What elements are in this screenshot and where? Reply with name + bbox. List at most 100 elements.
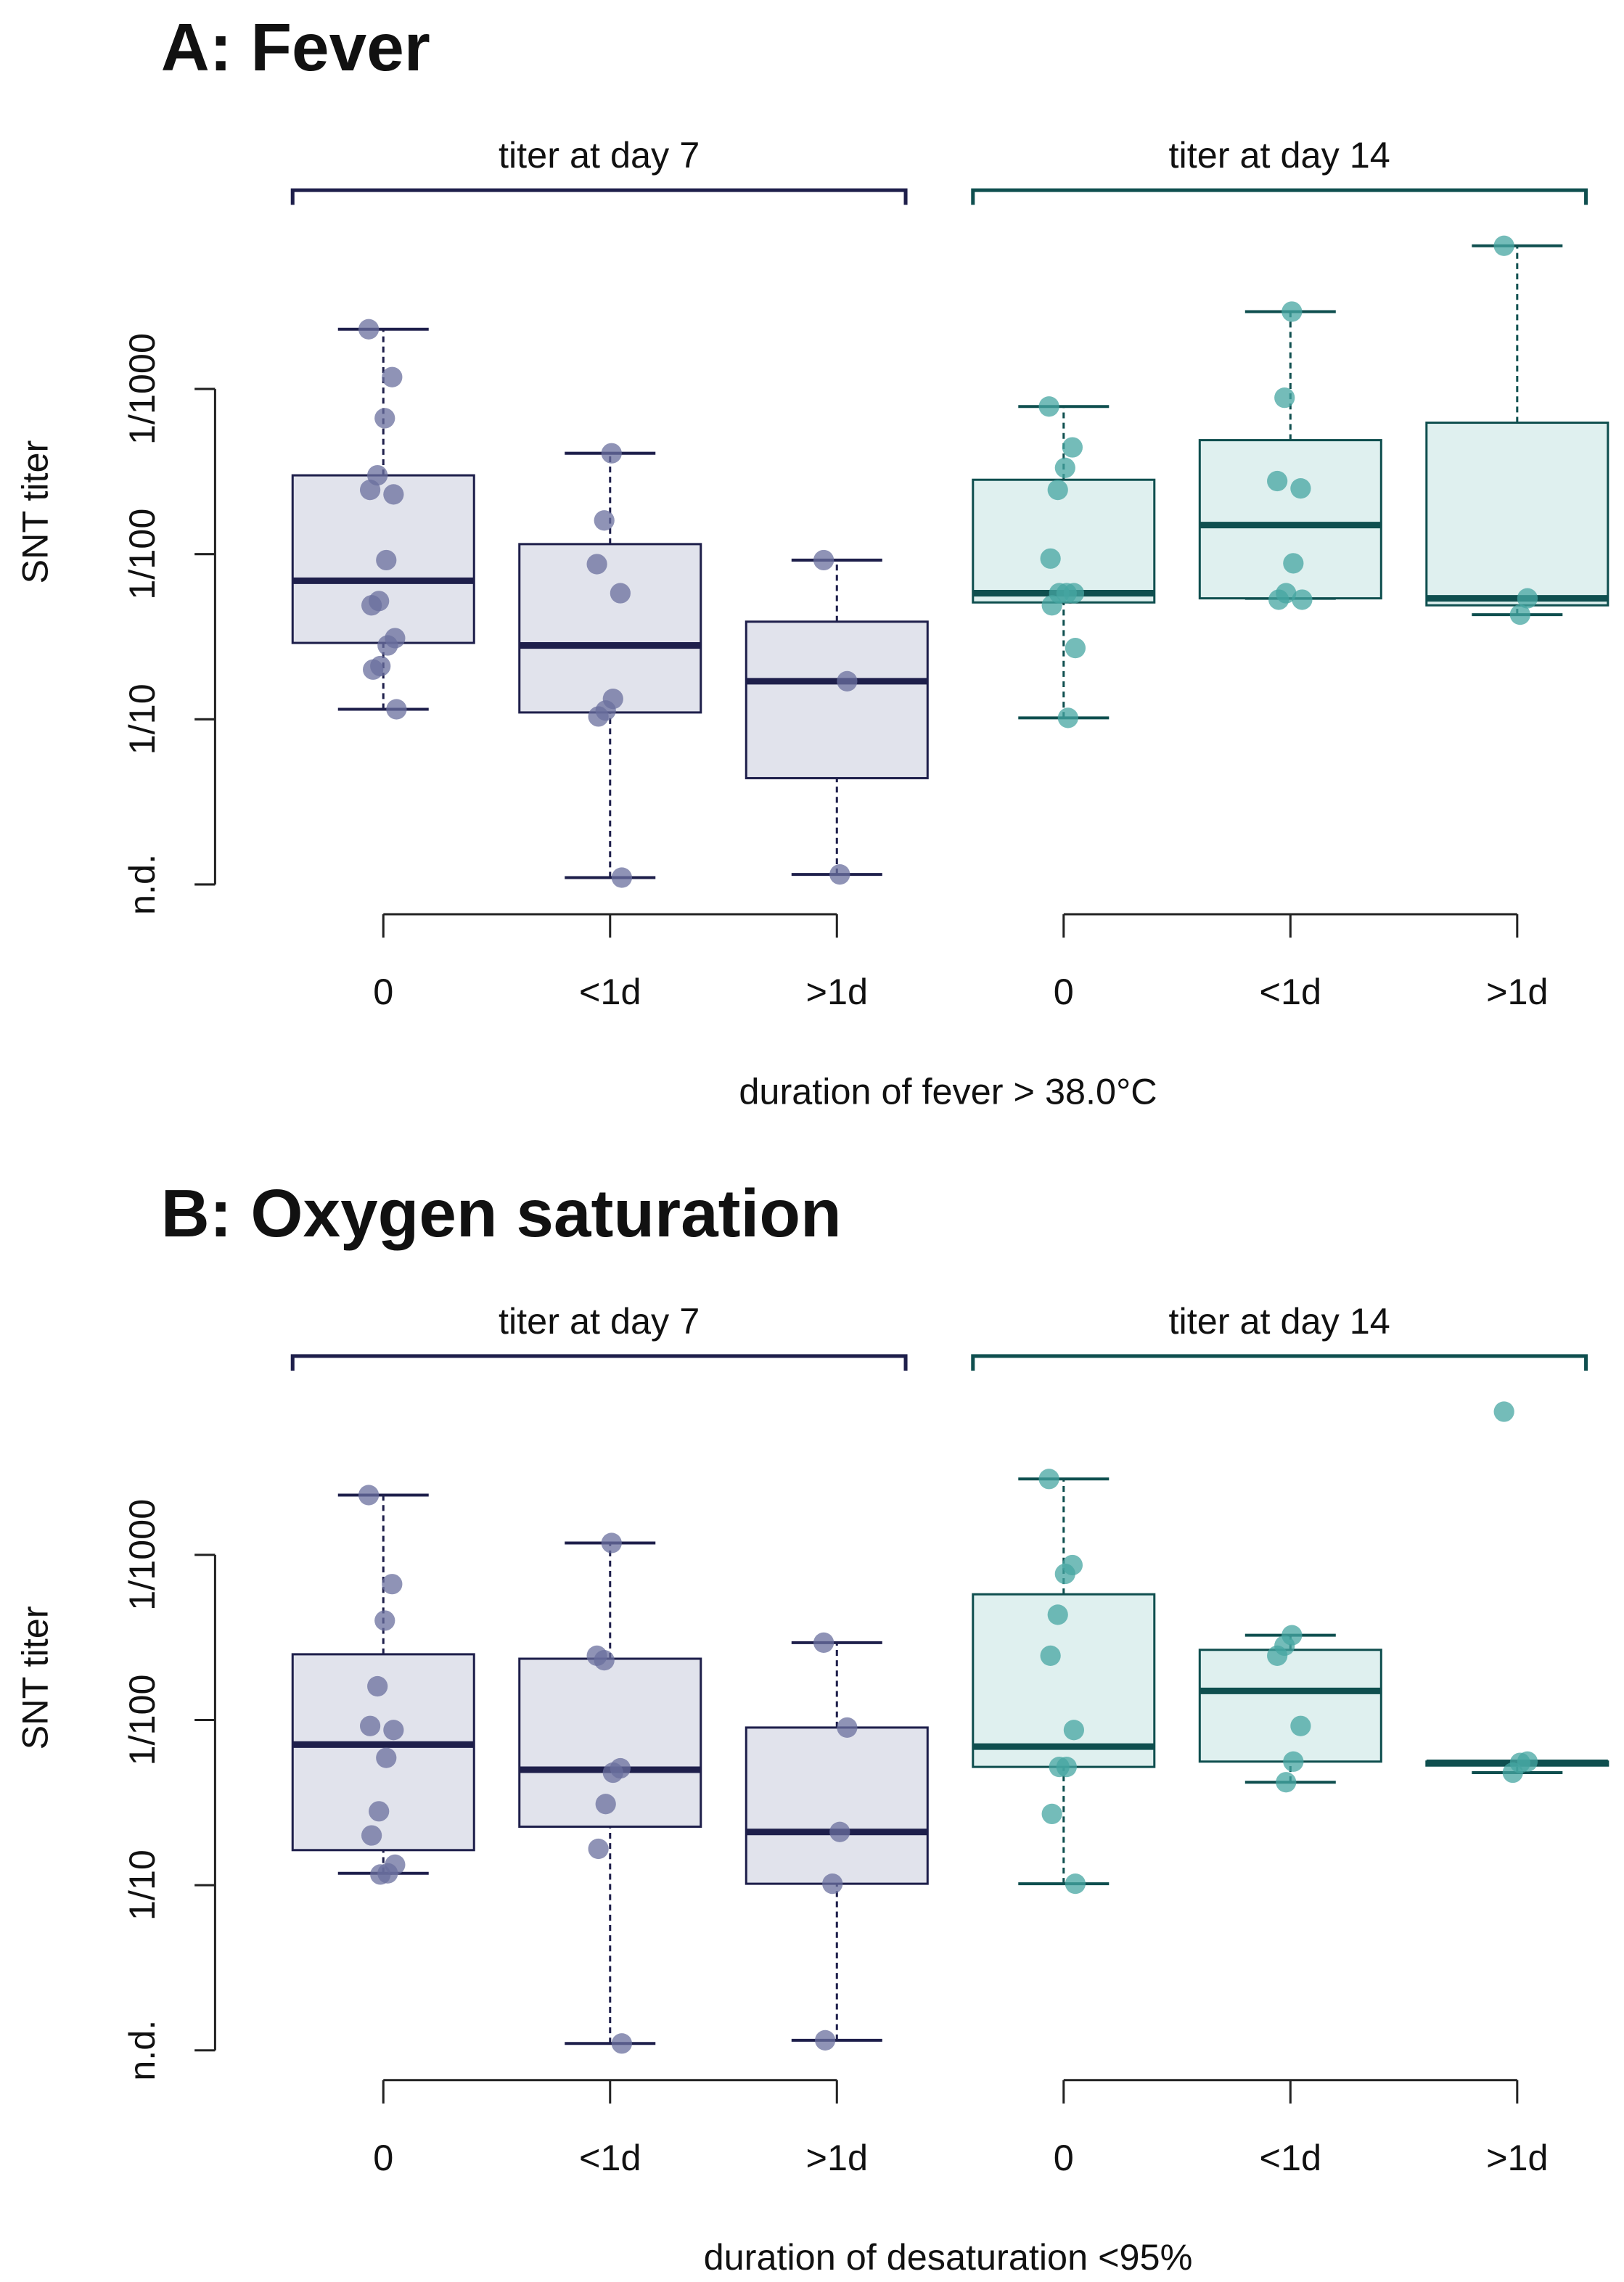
data-point (1290, 478, 1311, 499)
data-point (1054, 457, 1075, 478)
data-point (383, 484, 404, 505)
data-point (363, 659, 384, 680)
y-tick-label: 1/10 (121, 1850, 163, 1921)
series-label: titer at day 7 (499, 134, 700, 176)
data-point (361, 1825, 382, 1846)
data-point (358, 1485, 380, 1506)
data-point (374, 408, 395, 429)
box (745, 620, 929, 779)
box (518, 543, 702, 714)
series-label: titer at day 14 (1169, 1300, 1390, 1342)
data-point (1047, 1604, 1068, 1625)
data-point (1062, 437, 1083, 458)
box (1425, 422, 1609, 607)
x-tick-label: <1d (579, 2137, 641, 2178)
panel: B: Oxygen saturation SNT titer duration of… (15, 1175, 1609, 2278)
data-point (361, 595, 382, 616)
data-point (1038, 396, 1059, 417)
x-tick-label: <1d (579, 971, 641, 1012)
data-point (594, 510, 615, 531)
data-point (367, 1675, 388, 1697)
data-point (1276, 1772, 1297, 1793)
x-tick-label: 0 (373, 2137, 393, 2178)
data-point (1502, 1762, 1523, 1784)
x-axis-label: duration of fever > 38.0°C (739, 1070, 1157, 1112)
data-point (382, 1574, 403, 1595)
y-tick-label: n.d. (121, 854, 163, 915)
y-tick-label: 1/1000 (121, 333, 163, 445)
data-point (1509, 604, 1530, 625)
data-point (1040, 548, 1061, 569)
data-point (586, 554, 607, 575)
data-point (610, 583, 631, 604)
data-point (1267, 470, 1288, 492)
data-point (1041, 1803, 1062, 1825)
data-point (822, 1873, 843, 1895)
y-axis-label: SNT titer (15, 1606, 56, 1749)
data-point (1283, 1751, 1304, 1772)
box (745, 1726, 929, 1885)
x-tick-label: >1d (1486, 971, 1548, 1012)
data-point (1065, 638, 1086, 659)
data-point (377, 635, 398, 656)
data-point (374, 1610, 395, 1631)
data-point (1493, 1401, 1514, 1422)
x-tick-label: 0 (373, 971, 393, 1012)
series-bracket (971, 188, 1588, 205)
data-point (595, 1794, 616, 1815)
data-point (588, 706, 609, 727)
data-point (1063, 1720, 1085, 1741)
data-point (1049, 1757, 1070, 1778)
data-point (1267, 1645, 1288, 1666)
data-point (1041, 595, 1062, 616)
y-tick-label: 1/10 (121, 684, 163, 755)
x-tick-label: 0 (1054, 2137, 1074, 2178)
series-bracket (971, 1354, 1588, 1371)
panel-title: A: Fever (161, 9, 430, 85)
y-tick-label: 1/100 (121, 509, 163, 600)
data-point (1038, 1469, 1059, 1490)
data-point (386, 699, 407, 720)
data-point (1290, 1715, 1311, 1736)
x-tick-label: >1d (806, 2137, 868, 2178)
data-point (815, 2029, 836, 2051)
box (1198, 439, 1382, 600)
data-point (359, 1715, 381, 1736)
data-point (813, 549, 834, 571)
box (1198, 1649, 1382, 1763)
panel-title: B: Oxygen saturation (161, 1175, 842, 1251)
x-axis-label: duration of desaturation <95% (704, 2236, 1193, 2278)
data-point (611, 2033, 633, 2054)
data-point (601, 1532, 622, 1554)
data-point (376, 549, 397, 571)
data-point (376, 1747, 397, 1768)
data-point (383, 1720, 404, 1741)
series-bracket (290, 1354, 908, 1371)
data-point (837, 670, 858, 691)
data-point (588, 1838, 609, 1860)
x-tick-label: <1d (1260, 971, 1321, 1012)
x-tick-label: >1d (806, 971, 868, 1012)
data-point (1040, 1645, 1061, 1666)
data-point (369, 1801, 390, 1822)
x-tick-label: 0 (1054, 971, 1074, 1012)
series-label: titer at day 14 (1169, 134, 1390, 176)
data-point (1517, 588, 1538, 609)
data-point (382, 366, 403, 387)
data-point (1065, 1873, 1086, 1895)
y-axis-label: SNT titer (15, 440, 56, 584)
y-tick-label: 1/100 (121, 1674, 163, 1765)
y-tick-label: n.d. (121, 2020, 163, 2081)
data-point (1268, 589, 1289, 610)
data-point (1274, 387, 1295, 409)
data-point (1047, 480, 1068, 501)
data-point (601, 443, 622, 464)
x-tick-label: >1d (1486, 2137, 1548, 2178)
data-point (813, 1632, 834, 1653)
data-point (370, 1864, 391, 1885)
data-point (359, 480, 381, 501)
data-point (1493, 235, 1514, 256)
data-point (586, 1645, 607, 1666)
data-point (829, 864, 850, 885)
